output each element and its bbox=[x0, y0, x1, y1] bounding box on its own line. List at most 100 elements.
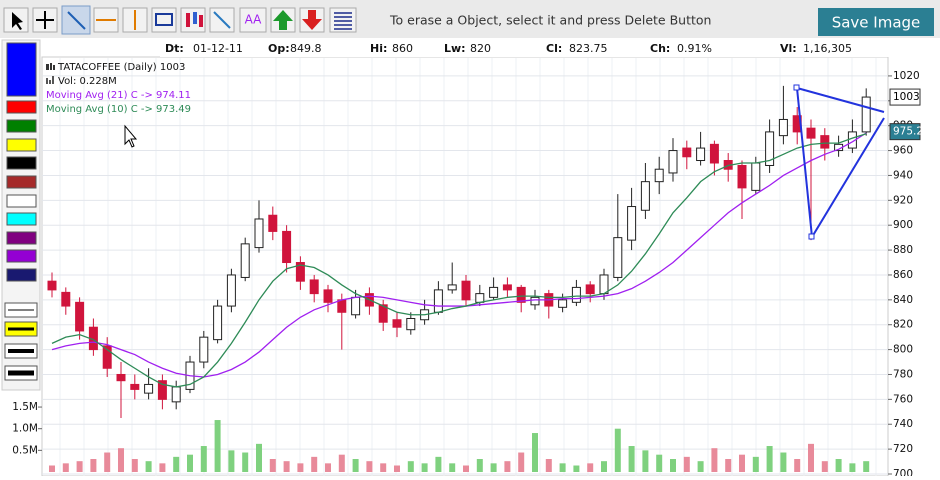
volume-bar bbox=[421, 463, 428, 472]
y-tick-label: 880 bbox=[893, 244, 913, 256]
legend-entry: Moving Avg (21) C -> 974.11 bbox=[46, 90, 191, 101]
info-value: 849.8 bbox=[290, 42, 322, 55]
y-tick-label: 920 bbox=[893, 194, 913, 206]
volume-bar bbox=[490, 463, 497, 472]
save-button[interactable] bbox=[818, 8, 934, 36]
volume-bar bbox=[725, 459, 732, 472]
candle-body bbox=[102, 345, 112, 369]
candle-body bbox=[516, 286, 526, 303]
volume-tick-label: 1.5M bbox=[12, 401, 38, 413]
volume-bar bbox=[683, 456, 690, 472]
candle-body bbox=[806, 127, 816, 139]
candle-body bbox=[737, 164, 747, 189]
volume-bar bbox=[697, 461, 704, 472]
volume-bar bbox=[559, 463, 566, 472]
volume-bar bbox=[518, 452, 525, 472]
candle-body bbox=[654, 168, 664, 183]
candle-body bbox=[309, 279, 319, 295]
volume-bar bbox=[449, 463, 456, 472]
candle-body bbox=[461, 280, 471, 301]
toolbar-hint: To erase a Object, select it and press D… bbox=[389, 13, 711, 28]
color-palette[interactable] bbox=[1, 39, 41, 391]
candle-body bbox=[130, 383, 140, 390]
moving-average-line bbox=[51, 133, 867, 388]
y-tick-label: 1020 bbox=[893, 70, 920, 82]
y-tick-label: 720 bbox=[893, 443, 913, 455]
y-tick-label: 760 bbox=[893, 393, 913, 405]
candle-body bbox=[571, 286, 581, 303]
volume-bar bbox=[352, 459, 359, 472]
volume-bar bbox=[159, 463, 166, 472]
volume-bar bbox=[311, 456, 318, 472]
tool-icons[interactable]: AA bbox=[3, 5, 357, 35]
info-value: 01-12-11 bbox=[193, 42, 243, 55]
volume-tick-label: 0.5M bbox=[12, 444, 38, 456]
y-tick-label: 840 bbox=[893, 294, 913, 306]
candle-body bbox=[213, 305, 223, 341]
candle-body bbox=[323, 289, 333, 303]
volume-bar bbox=[62, 463, 69, 472]
volume-bar bbox=[200, 446, 207, 472]
price-marker-box bbox=[889, 88, 921, 106]
info-label: Lw: bbox=[444, 42, 466, 55]
volume-bar bbox=[711, 448, 718, 472]
candle-body bbox=[116, 373, 126, 382]
volume-bar bbox=[435, 456, 442, 472]
volume-bar bbox=[545, 459, 552, 472]
y-tick-label: 860 bbox=[893, 269, 913, 281]
svg-text:AA: AA bbox=[245, 13, 263, 27]
candle-body bbox=[351, 296, 361, 316]
legend-icon bbox=[46, 76, 54, 84]
candle-body bbox=[778, 118, 788, 137]
volume-bar bbox=[587, 463, 594, 472]
info-value: 0.91% bbox=[677, 42, 712, 55]
trendline-drawing[interactable] bbox=[793, 84, 885, 241]
moving-average-line bbox=[51, 132, 867, 378]
volume-bar bbox=[269, 459, 276, 472]
candle-body bbox=[268, 214, 278, 232]
volume-bar bbox=[256, 443, 262, 472]
volume-bar bbox=[394, 465, 400, 472]
volume-bar bbox=[642, 450, 649, 472]
info-value: 820 bbox=[470, 42, 491, 55]
volume-bar bbox=[614, 428, 621, 472]
candle-body bbox=[709, 143, 719, 164]
candle-body bbox=[47, 280, 57, 291]
candle-body bbox=[489, 286, 499, 298]
candle-body bbox=[599, 274, 609, 295]
volume-bar bbox=[752, 456, 759, 472]
volume-bar bbox=[145, 461, 152, 472]
candle-body bbox=[682, 147, 692, 158]
info-label: Cl: bbox=[546, 42, 562, 55]
volume-bar bbox=[214, 420, 221, 472]
volume-bar bbox=[366, 461, 373, 472]
volume-bar bbox=[794, 459, 801, 472]
info-label: Ch: bbox=[650, 42, 670, 55]
volume-bar bbox=[104, 452, 111, 472]
volume-bar bbox=[283, 461, 290, 472]
volume-bar bbox=[601, 461, 607, 472]
volume-bar bbox=[835, 459, 842, 472]
candle-body bbox=[820, 135, 830, 149]
info-label: Vl: bbox=[780, 42, 797, 55]
candle-body bbox=[668, 150, 678, 174]
volume-bar bbox=[863, 461, 870, 472]
legend-title: TATACOFFEE (Daily) 1003 bbox=[57, 62, 185, 73]
info-label: Dt: bbox=[165, 42, 184, 55]
volume-bar bbox=[297, 463, 304, 472]
candle-body bbox=[392, 319, 402, 328]
volume-bar bbox=[463, 465, 469, 472]
volume-bar bbox=[173, 456, 180, 472]
volume-bar bbox=[380, 463, 387, 472]
volume-bar bbox=[338, 454, 345, 472]
candle-body bbox=[627, 206, 637, 241]
candle-body bbox=[157, 380, 167, 400]
volume-bar bbox=[670, 459, 676, 472]
volume-bar bbox=[849, 463, 856, 472]
candle-body bbox=[558, 299, 568, 308]
info-value: 860 bbox=[392, 42, 413, 55]
candle-body bbox=[530, 296, 540, 306]
volume-bar bbox=[476, 459, 483, 472]
save-button-label[interactable]: Save Image bbox=[832, 14, 921, 32]
